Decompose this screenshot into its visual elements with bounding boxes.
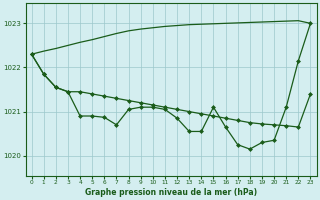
X-axis label: Graphe pression niveau de la mer (hPa): Graphe pression niveau de la mer (hPa) xyxy=(85,188,257,197)
